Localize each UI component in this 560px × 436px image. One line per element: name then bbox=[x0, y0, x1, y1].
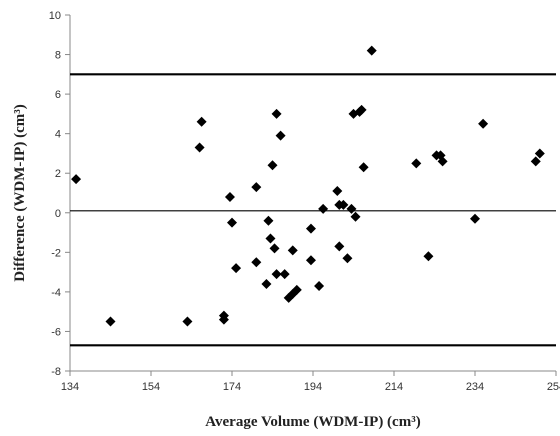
data-point bbox=[437, 156, 448, 167]
data-point bbox=[346, 203, 357, 214]
data-point bbox=[196, 116, 207, 127]
data-point bbox=[318, 203, 329, 214]
data-point bbox=[271, 269, 282, 280]
data-point bbox=[305, 255, 316, 266]
y-tick-label: 8 bbox=[55, 50, 61, 62]
x-ticks: 134 154 174 194 214 234 254 bbox=[61, 371, 560, 393]
data-point bbox=[366, 45, 377, 56]
y-tick-label: -8 bbox=[51, 366, 61, 378]
data-point bbox=[534, 148, 545, 159]
y-tick-label: 2 bbox=[55, 168, 61, 180]
y-tick-label: 4 bbox=[55, 129, 61, 141]
y-ticks: -8 -6 -4 -2 0 2 4 6 8 10 bbox=[49, 10, 70, 378]
x-tick-label: 234 bbox=[466, 381, 484, 393]
y-tick-label: 10 bbox=[49, 10, 61, 22]
data-point bbox=[530, 156, 541, 167]
y-tick-label: 6 bbox=[55, 89, 61, 101]
data-point bbox=[71, 174, 82, 185]
data-points bbox=[71, 45, 545, 327]
data-point bbox=[338, 199, 349, 210]
data-point bbox=[305, 223, 316, 234]
y-axis-title: Difference (WDM-IP) (cm³) bbox=[12, 104, 28, 281]
x-tick-label: 254 bbox=[547, 381, 560, 393]
data-point bbox=[265, 233, 276, 244]
data-point bbox=[267, 160, 278, 171]
x-tick-label: 214 bbox=[385, 381, 403, 393]
data-point bbox=[261, 278, 272, 289]
data-point bbox=[263, 215, 274, 226]
data-point bbox=[182, 316, 193, 327]
x-tick-label: 154 bbox=[142, 381, 160, 393]
x-axis-title: Average Volume (WDM-IP) (cm³) bbox=[205, 414, 420, 430]
data-point bbox=[314, 280, 325, 291]
data-point bbox=[218, 314, 229, 325]
x-tick-label: 174 bbox=[223, 381, 241, 393]
axes bbox=[69, 15, 556, 372]
y-tick-label: 0 bbox=[55, 208, 61, 220]
data-point bbox=[423, 251, 434, 262]
data-point bbox=[231, 263, 242, 274]
x-tick-label: 134 bbox=[61, 381, 79, 393]
data-point bbox=[342, 253, 353, 264]
data-point bbox=[275, 130, 286, 141]
data-point bbox=[470, 213, 480, 224]
data-point bbox=[194, 142, 205, 153]
data-point bbox=[478, 118, 489, 129]
y-tick-label: -6 bbox=[51, 326, 61, 338]
data-point bbox=[350, 211, 361, 222]
y-tick-label: -4 bbox=[51, 287, 61, 299]
data-point bbox=[251, 182, 262, 193]
data-point bbox=[334, 241, 345, 252]
x-tick-label: 194 bbox=[304, 381, 322, 393]
data-point bbox=[332, 186, 343, 197]
reference-lines bbox=[70, 73, 556, 347]
data-point bbox=[411, 158, 422, 169]
data-point bbox=[251, 257, 262, 268]
data-point bbox=[105, 316, 116, 327]
data-point bbox=[358, 162, 369, 173]
y-tick-label: -2 bbox=[51, 247, 61, 259]
data-point bbox=[269, 243, 280, 254]
data-point bbox=[279, 269, 290, 280]
data-point bbox=[356, 104, 367, 115]
data-point bbox=[271, 108, 282, 119]
data-point bbox=[227, 217, 237, 228]
data-point bbox=[287, 245, 298, 256]
data-point bbox=[224, 191, 235, 202]
data-point bbox=[291, 284, 302, 295]
